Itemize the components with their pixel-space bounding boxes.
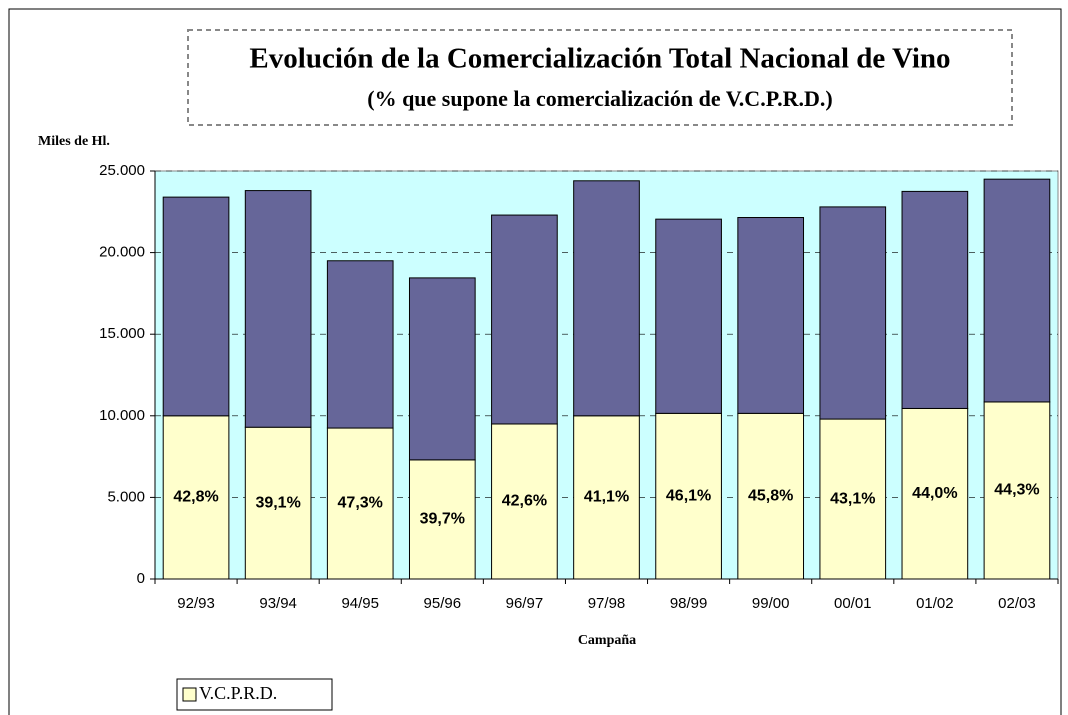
bar-segment [655, 218, 722, 414]
legend-label: V.C.P.R.D. [199, 683, 277, 703]
y-tick-label: 10.000 [99, 407, 145, 424]
bar-segment [326, 260, 394, 429]
data-label: 41,1% [584, 489, 629, 506]
bar-segment [737, 217, 805, 414]
y-tick-label: 25.000 [99, 162, 145, 179]
data-label: 44,0% [912, 485, 957, 502]
bar-segment [244, 426, 312, 580]
bar-segment [983, 401, 1051, 580]
title-box [187, 29, 1013, 126]
bar-segment [737, 412, 805, 580]
x-tick-label: 97/98 [588, 595, 626, 612]
bar-segment [901, 190, 969, 409]
x-tick-label: 93/94 [259, 595, 297, 612]
data-label: 43,1% [830, 490, 875, 507]
x-tick-label: 00/01 [834, 595, 872, 612]
bar-segment [408, 459, 476, 580]
y-tick-label: 15.000 [99, 325, 145, 342]
x-tick-label: 98/99 [670, 595, 708, 612]
x-tick-label: 95/96 [424, 595, 462, 612]
chart-border [8, 8, 1062, 715]
chart-title: Evolución de la Comercialización Total N… [249, 43, 950, 75]
y-tick-label: 0 [137, 570, 145, 587]
x-tick-label: 92/93 [177, 595, 215, 612]
data-label: 46,1% [666, 487, 711, 504]
legend-box [176, 678, 333, 711]
bar-segment [655, 412, 722, 580]
bar-segment [573, 180, 640, 417]
data-label: 39,7% [420, 511, 465, 528]
x-axis-label: Campaña [578, 633, 636, 648]
x-tick-label: 02/03 [998, 595, 1036, 612]
y-tick-label: 5.000 [107, 488, 145, 505]
bar-segment [819, 206, 887, 420]
data-label: 39,1% [255, 494, 300, 511]
bar-segment [408, 277, 476, 461]
data-label: 42,8% [173, 489, 218, 506]
data-label: 44,3% [994, 482, 1039, 499]
bar-segment [491, 423, 558, 580]
chart-subtitle: (% que supone la comercialización de V.C… [367, 86, 832, 111]
data-label: 45,8% [748, 487, 793, 504]
bar-segment [162, 196, 230, 417]
data-label: 42,6% [502, 493, 547, 510]
x-tick-label: 01/02 [916, 595, 954, 612]
legend-swatch [182, 687, 197, 702]
data-label: 47,3% [338, 495, 383, 512]
x-tick-label: 94/95 [341, 595, 379, 612]
bar-segment [491, 214, 558, 425]
y-axis-label: Miles de Hl. [38, 134, 110, 149]
bar-segment [326, 427, 394, 580]
bar-segment [244, 190, 312, 428]
bar-segment [573, 415, 640, 580]
y-tick-label: 20.000 [99, 244, 145, 261]
x-tick-label: 96/97 [506, 595, 544, 612]
x-tick-label: 99/00 [752, 595, 790, 612]
bar-segment [901, 407, 969, 580]
bar-segment [983, 178, 1051, 403]
bar-segment [162, 415, 230, 580]
